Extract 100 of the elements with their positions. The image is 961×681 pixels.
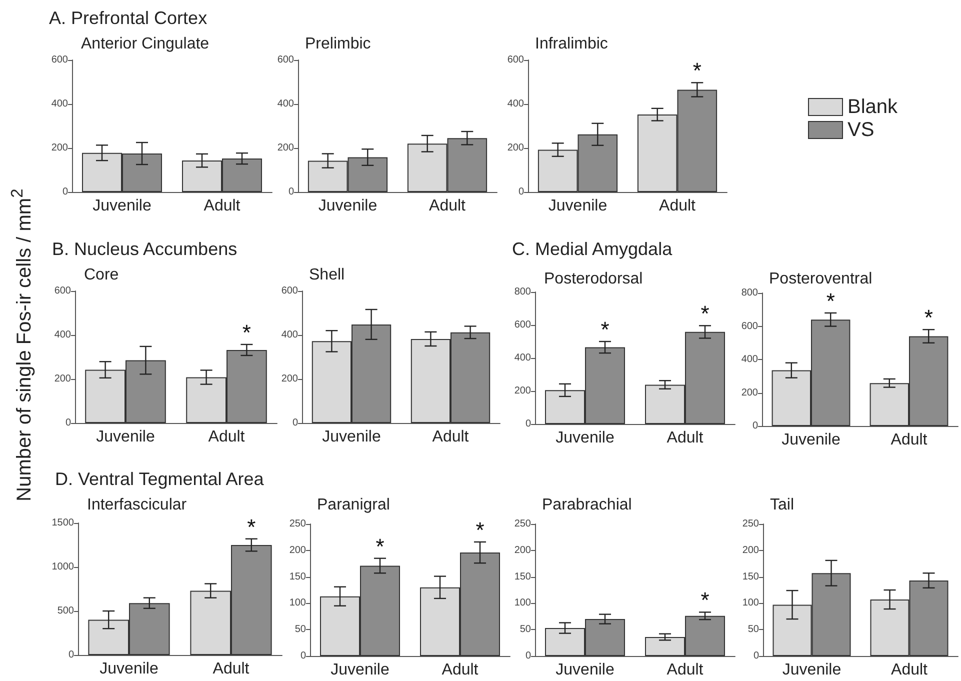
x-tick-label: Juvenile: [322, 428, 381, 446]
x-tick-label: Juvenile: [556, 430, 614, 446]
y-tick-label: 50: [520, 624, 532, 636]
x-tick-label: Adult: [890, 432, 928, 448]
chart-title: Shell: [309, 266, 345, 284]
y-tick-label: 50: [294, 624, 306, 636]
y-tick-label: 0: [525, 418, 532, 430]
y-tick-label: 200: [507, 142, 524, 154]
x-tick-label: Juvenile: [556, 662, 614, 678]
y-tick-label: 200: [281, 374, 298, 384]
chart-title: C. Medial Amygdala: [512, 239, 674, 259]
chart-title: A. Prefrontal Cortex: [49, 8, 208, 28]
y-tick-label: 600: [54, 286, 72, 296]
y-tick-label: 200: [289, 544, 306, 556]
y-tick-label: 600: [741, 320, 758, 332]
y-tick-label: 200: [741, 387, 758, 398]
x-tick-label: Juvenile: [100, 660, 158, 678]
x-tick-label: Adult: [429, 198, 466, 214]
y-tick-label: 400: [51, 98, 68, 110]
y-tick-label: 200: [277, 142, 294, 154]
chart-title: Posteroventral: [769, 270, 872, 288]
x-tick-label: Juvenile: [330, 662, 390, 678]
y-tick-label: 0: [292, 418, 298, 428]
y-tick-label: 0: [518, 186, 524, 198]
y-tick-label: 400: [277, 98, 294, 110]
x-tick-label: Adult: [212, 660, 250, 678]
y-tick-label: 600: [281, 286, 298, 296]
legend-label: VS: [848, 119, 874, 141]
y-tick-label: 250: [289, 518, 306, 530]
y-tick-label: 0: [288, 186, 294, 198]
x-tick-label: Juvenile: [96, 428, 155, 446]
y-tick-label: 250: [514, 518, 532, 530]
chart-title: Infralimbic: [535, 36, 608, 52]
y-tick-label: 800: [741, 288, 758, 298]
chart-title: B. Nucleus Accumbens: [52, 239, 238, 259]
x-tick-label: Juvenile: [92, 198, 152, 214]
x-tick-label: Juvenile: [548, 198, 608, 214]
chart-subtitle: Core: [84, 266, 119, 284]
y-tick-label: 150: [289, 571, 306, 582]
y-tick-label: 250: [742, 518, 760, 530]
chart-title: Paranigral: [317, 496, 390, 514]
chart-subtitle: Anterior Cingulate: [81, 36, 210, 52]
y-tick-label: 800: [514, 286, 532, 298]
y-tick-label: 400: [507, 98, 524, 110]
data-label: *: [476, 517, 485, 542]
data-label: *: [376, 534, 385, 559]
x-tick-label: Adult: [204, 198, 241, 214]
legend-label: Blank: [848, 96, 899, 118]
y-tick-label: 100: [742, 598, 760, 609]
chart-title: D. Ventral Tegmental Area: [55, 469, 265, 489]
chart-subtitle: Posterodorsal: [544, 270, 643, 288]
y-tick-label: 0: [68, 650, 74, 660]
y-tick-label: 200: [514, 544, 532, 556]
data-label: *: [826, 288, 836, 314]
data-label: *: [700, 588, 710, 613]
y-tick-label: 200: [54, 374, 72, 384]
y-tick-label: 600: [277, 54, 294, 66]
y-tick-label: 400: [514, 352, 532, 364]
data-label: *: [242, 320, 252, 345]
chart-subtitle: Interfascicular: [87, 496, 188, 514]
data-label: *: [700, 301, 710, 326]
y-tick-label: 50: [748, 624, 760, 636]
x-tick-label: Adult: [666, 662, 704, 678]
y-tick-label: 0: [300, 650, 306, 662]
y-tick-label: 500: [57, 606, 74, 616]
data-label: *: [247, 514, 256, 540]
y-tick-label: 400: [281, 330, 298, 340]
x-tick-label: Adult: [208, 428, 246, 446]
y-tick-label: 600: [514, 320, 532, 330]
y-tick-label: 0: [525, 650, 532, 662]
y-tick-label: 100: [514, 598, 532, 609]
x-tick-label: Juvenile: [782, 432, 840, 448]
data-label: *: [692, 58, 702, 84]
chart-title: Prelimbic: [305, 36, 371, 52]
y-tick-label: 150: [742, 571, 760, 582]
x-tick-label: Adult: [666, 430, 704, 446]
x-tick-label: Adult: [442, 662, 479, 678]
y-tick-label: 100: [289, 598, 306, 609]
y-tick-label: 0: [62, 186, 68, 198]
data-label: *: [924, 305, 934, 330]
y-tick-label: 0: [65, 418, 72, 428]
y-tick-label: 0: [753, 650, 760, 662]
y-tick-label: 600: [51, 54, 68, 66]
y-tick-label: 200: [51, 142, 68, 154]
y-tick-label: 200: [514, 386, 532, 396]
y-tick-label: 600: [507, 54, 524, 66]
data-label: *: [600, 317, 610, 342]
x-tick-label: Adult: [432, 428, 470, 446]
x-tick-label: Adult: [659, 198, 696, 214]
y-tick-label: 200: [742, 544, 760, 556]
y-tick-label: 150: [514, 571, 532, 582]
y-tick-label: 1000: [52, 562, 74, 572]
x-tick-label: Juvenile: [318, 198, 378, 214]
x-tick-label: Juvenile: [782, 662, 842, 678]
y-tick-label: 0: [752, 420, 758, 432]
y-tick-label: 400: [741, 354, 758, 365]
chart-title: Tail: [770, 496, 794, 514]
chart-title: Parabrachial: [542, 496, 632, 514]
y-tick-label: 1500: [52, 518, 74, 528]
y-tick-label: 400: [54, 330, 72, 340]
